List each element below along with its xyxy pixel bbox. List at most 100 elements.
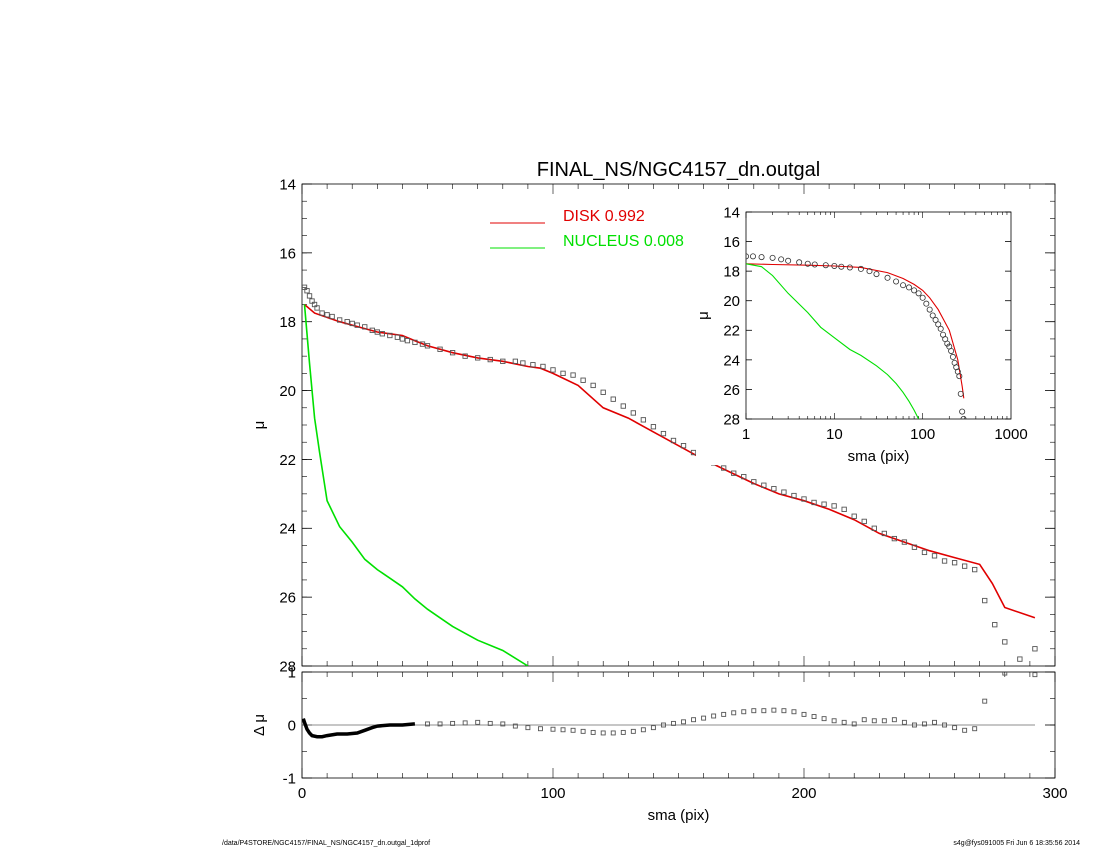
residual-xtick-label: 100: [540, 785, 565, 802]
main-data-point: [550, 367, 556, 373]
main-data-point: [660, 430, 667, 437]
inset-data-point: [911, 287, 918, 294]
residual-series-0-line: [302, 718, 416, 739]
residual-y-axis-title: Δ μ: [251, 714, 268, 736]
inset-data-point: [900, 282, 907, 289]
residual-data-point: [590, 729, 596, 735]
residual-data-point: [600, 730, 606, 736]
residual-data-point: [771, 707, 777, 713]
residual-data-point: [425, 721, 430, 727]
main-data-point: [761, 482, 767, 488]
residual-data-point: [841, 719, 847, 725]
main-data-point: [771, 486, 777, 492]
main-data-point: [329, 313, 335, 320]
residual-data-point: [650, 725, 656, 731]
inset-xtick-label: 100: [910, 426, 935, 443]
residual-data-point: [681, 719, 686, 725]
inset-series-nucleus-line: [746, 263, 920, 419]
main-data-point: [941, 558, 948, 564]
main-data-point: [811, 499, 817, 506]
main-data-point: [437, 346, 443, 352]
inset-xtick-label: 10: [826, 426, 843, 443]
inset-y-axis-title: μ: [695, 311, 712, 320]
main-data-point: [530, 362, 536, 368]
inset-data-point: [905, 284, 912, 291]
main-ytick-label: 24: [279, 521, 296, 538]
main-data-point: [992, 622, 998, 628]
residual-ytick-label: 0: [288, 717, 296, 734]
footer-timestamp: s4g@fys091005 Fri Jun 6 18:35:56 2014: [953, 840, 1080, 847]
residual-data-point: [691, 717, 697, 723]
main-data-point: [610, 396, 616, 402]
residual-data-point: [751, 708, 757, 714]
main-data-point: [680, 443, 687, 449]
residual-data-point: [871, 718, 877, 724]
main-data-point: [961, 563, 968, 569]
residual-data-point: [861, 717, 867, 723]
residual-data-point: [620, 729, 626, 735]
main-data-point: [931, 553, 938, 559]
residual-data-point: [721, 711, 727, 717]
residual-data-point: [610, 730, 616, 736]
inset-data-point: [915, 290, 922, 297]
residual-x-axis-title: sma (pix): [648, 807, 710, 824]
inset-data-point: [873, 271, 880, 278]
main-axes: 14 16 18 20 22 24 26 28 μ FINAL_NS/NGC4157_dn.out…: [251, 159, 1056, 675]
residual-data-point: [781, 708, 787, 714]
main-data-point: [1032, 646, 1038, 652]
inset-data-point: [804, 260, 811, 267]
main-data-point: [449, 350, 456, 356]
main-data-point: [871, 525, 877, 531]
legend-label: DISK 0.992: [563, 208, 645, 225]
main-data-point: [1017, 656, 1023, 662]
residual-data-point: [437, 721, 443, 727]
main-y-axis-title: μ: [251, 421, 268, 430]
main-data-point: [337, 317, 343, 323]
main-data-point: [424, 343, 431, 349]
inset-data-point: [956, 373, 963, 380]
inset-ytick-label: 22: [723, 323, 740, 340]
main-data-point: [399, 336, 406, 342]
main-data-point: [512, 358, 519, 364]
inset-data-point: [884, 274, 891, 281]
residual-data-point: [1032, 672, 1038, 678]
main-data-point: [861, 518, 867, 525]
inset-data-point: [769, 254, 776, 261]
main-ytick-label: 26: [279, 590, 296, 607]
inset-data-point: [919, 294, 926, 301]
residual-data-point: [1002, 672, 1008, 676]
residual-xtick-label: 300: [1042, 785, 1067, 802]
main-data-point: [560, 370, 566, 377]
main-data-point: [500, 358, 506, 364]
inset-xtick-label: 1: [742, 426, 750, 443]
residual-data-point: [538, 726, 543, 732]
residual-ytick-label: -1: [283, 770, 296, 787]
inset-data-point: [944, 340, 951, 347]
inset-data-point: [926, 306, 933, 313]
inset-data-point: [857, 265, 864, 272]
residual-data-point: [711, 713, 717, 719]
main-data-point: [580, 377, 586, 383]
residual-xtick-label: 200: [791, 785, 816, 802]
main-ytick-label: 20: [279, 383, 296, 400]
inset-frame: [745, 211, 1012, 420]
residual-data-point: [922, 721, 927, 727]
inset-data-point: [948, 347, 955, 354]
main-data-point: [462, 353, 468, 359]
inset-data-point: [746, 253, 749, 260]
residual-data-point: [487, 720, 493, 726]
residual-data-point: [512, 723, 518, 729]
main-data-point: [362, 324, 368, 330]
residual-data-point: [475, 719, 481, 725]
main-data-point: [901, 539, 908, 545]
inset-data-point: [811, 261, 818, 268]
main-data-point: [419, 341, 426, 347]
inset-data-point: [785, 257, 792, 264]
main-data-point: [354, 322, 360, 328]
inset-data-point: [960, 416, 967, 419]
main-data-point: [379, 331, 385, 337]
main-ytick-label: 18: [279, 314, 296, 331]
inset-data-point: [935, 321, 942, 328]
